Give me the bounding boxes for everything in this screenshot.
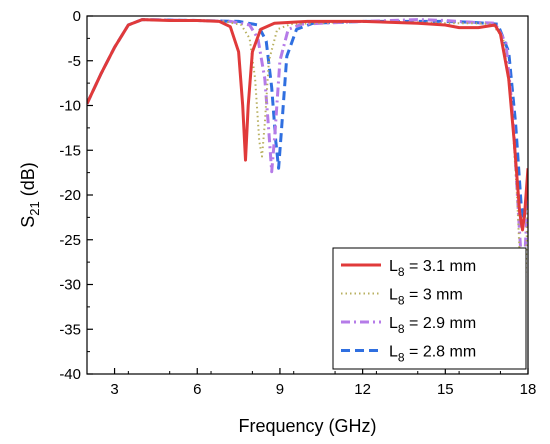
y-axis-label: S21 (dB) [18,162,42,228]
legend-label-1: L8 = 3 mm [389,287,463,308]
x-tick-label: 9 [276,381,284,398]
x-tick-label: 3 [110,381,118,398]
legend-label-0: L8 = 3.1 mm [389,258,476,279]
x-tick-label: 18 [520,381,537,398]
axes: 3 6 9 12 15 18 0 -5 -10 -15 -20 -25 -30 -35 -40 Frequen… [18,8,536,436]
legend-box [332,247,527,370]
x-tick-label: 12 [354,381,371,398]
x-tick-label: 15 [437,381,454,398]
plot-area [87,18,528,340]
y-tick-label: -35 [59,321,81,338]
x-tick-label: 6 [193,381,201,398]
legend: L8 = 3.1 mm L8 = 3 mm L8 = 2.9 mm L8 = 2.8 … [332,247,527,370]
y-tick-label: -10 [59,98,81,115]
legend-label-2: L8 = 2.9 mm [389,315,476,336]
y-tick-label: -40 [59,366,81,383]
y-tick-label: 0 [73,8,81,25]
y-tick-label: -15 [59,142,81,159]
y-tick-label: -5 [68,53,81,70]
y-tick-label: -25 [59,232,81,249]
x-axis-label: Frequency (GHz) [238,416,376,436]
y-tick-label: -20 [59,187,81,204]
series-line-0 [87,18,528,232]
series-line-2 [87,18,528,282]
y-tick-label: -30 [59,277,81,294]
legend-label-3: L8 = 2.8 mm [389,344,476,365]
series-line-3 [87,18,528,222]
